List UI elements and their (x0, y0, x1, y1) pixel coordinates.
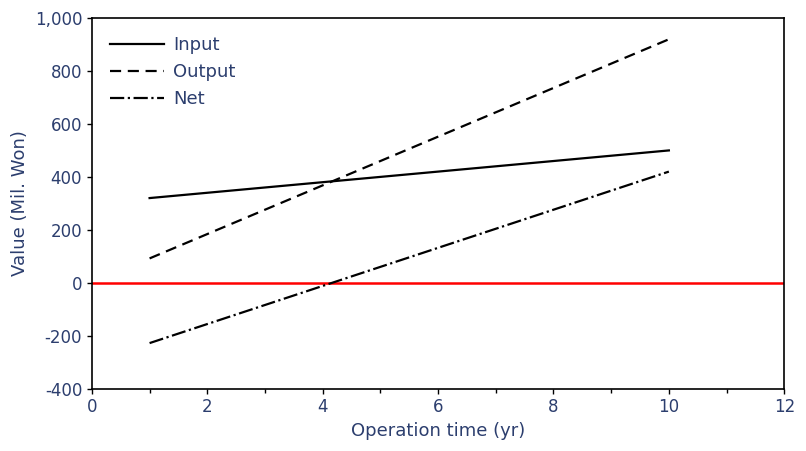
Output (202, 231, 212, 237)
Net (202, 321, 212, 327)
Net (491, 226, 501, 231)
Legend: Input, Output, Net: Input, Output, Net (101, 27, 244, 117)
Input (318, 179, 327, 185)
Input (491, 164, 501, 169)
Input (434, 169, 443, 174)
Line: Output: Output (150, 39, 669, 258)
Y-axis label: Value (Mil. Won): Value (Mil. Won) (11, 130, 29, 276)
Output (549, 85, 559, 91)
Input (145, 195, 155, 201)
Output (376, 158, 385, 164)
X-axis label: Operation time (yr): Operation time (yr) (351, 422, 526, 440)
Output (145, 256, 155, 261)
Output (318, 183, 327, 188)
Input (549, 158, 559, 164)
Net (434, 245, 443, 250)
Net (260, 302, 270, 308)
Output (664, 37, 674, 42)
Output (491, 110, 501, 115)
Line: Net: Net (150, 171, 669, 343)
Input (260, 185, 270, 190)
Output (606, 61, 616, 66)
Input (202, 190, 212, 195)
Net (376, 264, 385, 270)
Net (318, 283, 327, 289)
Output (260, 207, 270, 212)
Net (549, 207, 559, 212)
Net (606, 188, 616, 193)
Line: Input: Input (150, 151, 669, 198)
Net (145, 341, 155, 346)
Input (376, 174, 385, 179)
Net (664, 169, 674, 174)
Input (606, 153, 616, 158)
Input (664, 148, 674, 153)
Output (434, 134, 443, 139)
